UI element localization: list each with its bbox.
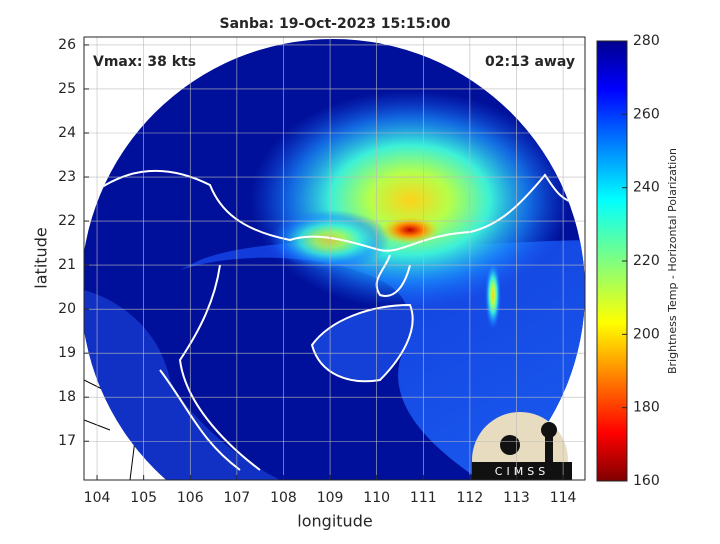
x-tick-label: 109	[317, 490, 344, 506]
colorbar-tick-label: 260	[633, 106, 660, 122]
y-tick-label: 25	[58, 81, 76, 97]
colorbar-label: Brightness Temp - Horizontal Polarizatio…	[666, 148, 679, 374]
x-tick-label: 114	[550, 490, 577, 506]
x-tick-label: 111	[410, 490, 437, 506]
x-tick-label: 113	[503, 490, 530, 506]
title: Sanba: 19-Oct-2023 15:15:00	[220, 16, 451, 32]
image: CIMSS	[84, 37, 585, 480]
colorbar-tick-label: 180	[633, 400, 660, 416]
x-tick-label: 107	[223, 490, 250, 506]
y-tick-label: 19	[58, 345, 76, 361]
y-tick-label: 23	[58, 169, 76, 185]
y-axis-label: latitude	[32, 227, 51, 288]
x-tick-label: 106	[177, 490, 204, 506]
x-axis-label: longitude	[297, 512, 372, 531]
y-tick-label: 26	[58, 37, 76, 53]
vmax-label: Vmax: 38 kts	[93, 54, 196, 70]
axes-frame	[83, 36, 586, 481]
x-tick-label: 110	[363, 490, 390, 506]
time-away-label: 02:13 away	[485, 54, 575, 70]
colorbar-tick-label: 280	[633, 33, 660, 49]
colorbar-tick-label: 160	[633, 473, 660, 489]
y-tick-label: 21	[58, 257, 76, 273]
logo-text: CIMSS	[495, 465, 549, 478]
colorbar-tick-label: 240	[633, 180, 660, 196]
logo: CIMSS	[472, 412, 572, 480]
colorbar-tick-label: 220	[633, 253, 660, 269]
x-tick-label: 105	[130, 490, 157, 506]
hainan	[310, 303, 414, 383]
y-tick-label: 24	[58, 125, 76, 141]
colorbar-tick-label: 200	[633, 326, 660, 342]
coastline	[84, 169, 581, 471]
y-tick-label: 20	[58, 301, 76, 317]
y-tick-label: 22	[58, 213, 76, 229]
x-tick-label: 108	[270, 490, 297, 506]
y-tick-label: 18	[58, 389, 76, 405]
y-tick-label: 17	[58, 433, 76, 449]
x-tick-label: 112	[457, 490, 484, 506]
x-tick-label: 104	[84, 490, 111, 506]
